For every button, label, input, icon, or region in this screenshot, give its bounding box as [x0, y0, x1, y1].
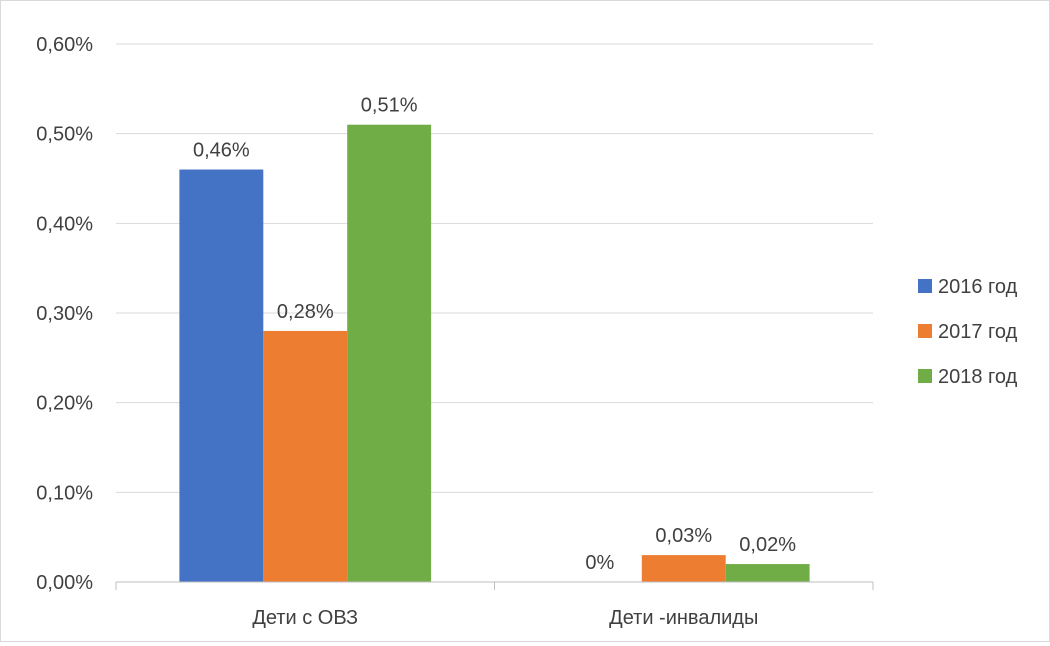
- y-tick-label: 0,30%: [36, 303, 93, 325]
- legend-swatch: [918, 279, 932, 293]
- y-tick-label: 0,40%: [36, 213, 93, 235]
- bar: [641, 555, 726, 582]
- data-label: 0,51%: [361, 95, 418, 117]
- y-axis: 0,00% 0,10% 0,20% 0,30% 0,40% 0,50% 0,60%: [36, 34, 93, 594]
- data-label: 0,46%: [193, 140, 250, 162]
- bar: [179, 169, 264, 583]
- legend-swatch: [918, 324, 932, 338]
- y-tick-label: 0,20%: [36, 393, 93, 415]
- legend-label: 2017 год: [938, 321, 1018, 343]
- y-tick-label: 0,00%: [36, 572, 93, 594]
- legend-label: 2016 год: [938, 276, 1018, 298]
- bar: [263, 330, 348, 582]
- y-tick-label: 0,10%: [36, 482, 93, 504]
- legend-swatch: [918, 369, 932, 383]
- data-label: 0,28%: [277, 301, 334, 323]
- x-category-label: Дети с ОВЗ: [252, 607, 358, 629]
- data-label: 0,02%: [739, 534, 796, 556]
- data-label: 0,03%: [655, 525, 712, 547]
- y-tick-label: 0,60%: [36, 34, 93, 56]
- x-category-label: Дети -инвалиды: [609, 607, 758, 629]
- y-tick-label: 0,50%: [36, 124, 93, 146]
- data-labels: 0,46% 0,28% 0,51% 0% 0,03% 0,02%: [193, 95, 796, 574]
- data-label: 0%: [585, 552, 614, 574]
- bar: [725, 564, 810, 582]
- bar: [347, 124, 432, 582]
- bars: [179, 124, 810, 583]
- legend: 2016 год 2017 год 2018 год: [918, 276, 1018, 388]
- x-axis: Дети с ОВЗ Дети -инвалиды: [115, 581, 874, 629]
- legend-label: 2018 год: [938, 366, 1018, 388]
